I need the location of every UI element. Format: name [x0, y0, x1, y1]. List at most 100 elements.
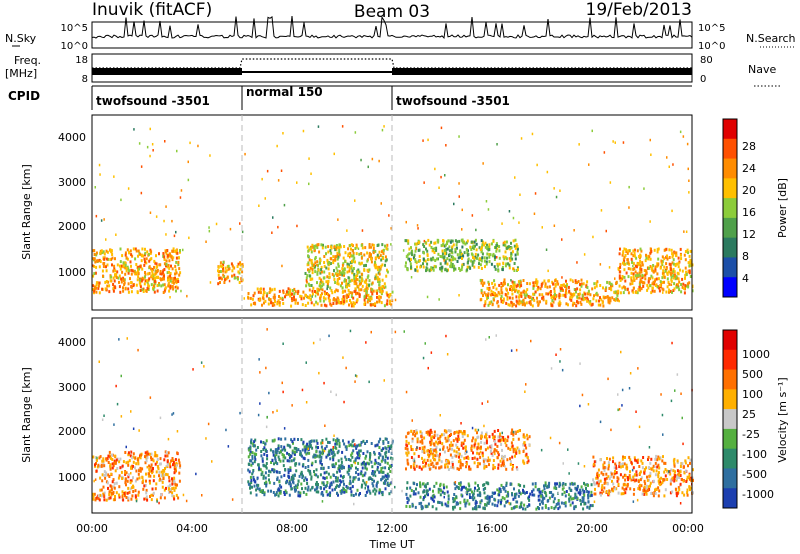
- data-cell: [367, 298, 370, 302]
- data-cell: [643, 187, 645, 190]
- data-cell: [502, 438, 505, 442]
- data-cell: [429, 452, 432, 456]
- data-cell: [455, 454, 458, 458]
- data-cell: [322, 483, 325, 487]
- data-cell: [437, 240, 440, 244]
- data-cell: [503, 497, 506, 501]
- data-cell: [386, 477, 389, 481]
- data-cell: [625, 271, 628, 275]
- data-cell: [474, 438, 477, 442]
- data-cell: [559, 294, 562, 297]
- data-cell: [381, 285, 384, 288]
- data-cell: [627, 261, 630, 265]
- data-cell: [271, 468, 274, 472]
- data-cell: [628, 455, 631, 459]
- data-cell: [358, 295, 361, 298]
- power-cbar-tick-4: 4: [742, 272, 749, 285]
- data-cell: [511, 455, 514, 459]
- data-cell: [347, 276, 350, 280]
- data-cell: [539, 493, 542, 496]
- data-cell: [584, 483, 587, 487]
- data-cell: [293, 446, 296, 450]
- data-cell: [347, 254, 350, 258]
- data-cell: [426, 449, 429, 453]
- data-cell: [600, 491, 603, 495]
- data-cell: [481, 245, 483, 249]
- data-cell: [377, 280, 380, 283]
- data-cell: [559, 189, 561, 192]
- data-cell: [165, 259, 168, 263]
- data-cell: [134, 272, 136, 276]
- data-cell: [468, 488, 471, 492]
- data-cell: [306, 263, 309, 267]
- data-cell: [334, 281, 337, 284]
- data-cell: [565, 490, 568, 493]
- data-cell: [289, 445, 292, 449]
- data-cell: [297, 448, 300, 452]
- data-cell: [554, 282, 557, 286]
- data-cell: [102, 459, 105, 463]
- data-cell: [610, 282, 613, 286]
- data-cell: [507, 435, 510, 439]
- data-cell: [473, 256, 476, 260]
- data-cell: [335, 288, 338, 292]
- data-cell: [619, 291, 622, 295]
- data-cell: [293, 298, 296, 302]
- data-cell: [564, 501, 567, 505]
- data-cell: [304, 304, 307, 307]
- data-cell: [168, 259, 171, 263]
- data-cell: [139, 466, 142, 470]
- data-cell: [343, 482, 345, 486]
- data-cell: [155, 470, 158, 474]
- data-cell: [330, 289, 333, 292]
- data-cell: [251, 472, 254, 476]
- data-cell: [607, 300, 610, 304]
- data-cell: [266, 292, 269, 296]
- data-cell: [92, 497, 95, 501]
- data-cell: [132, 490, 135, 493]
- data-cell: [553, 290, 556, 293]
- data-cell: [602, 304, 605, 308]
- data-cell: [259, 468, 262, 472]
- data-cell: [639, 264, 642, 268]
- data-cell: [159, 270, 162, 273]
- data-cell: [121, 464, 124, 468]
- data-cell: [612, 475, 615, 479]
- data-cell: [260, 489, 263, 493]
- data-cell: [629, 487, 632, 491]
- data-cell: [681, 269, 684, 273]
- data-cell: [247, 296, 250, 300]
- data-cell: [430, 240, 433, 244]
- data-cell: [650, 291, 653, 295]
- data-cell: [337, 493, 339, 497]
- data-cell: [313, 470, 315, 473]
- data-cell: [639, 478, 642, 482]
- data-cell: [386, 481, 389, 485]
- data-cell: [99, 173, 101, 176]
- data-cell: [493, 298, 495, 302]
- data-cell: [492, 459, 495, 462]
- data-cell: [677, 277, 680, 281]
- data-cell: [485, 496, 488, 500]
- data-cell: [370, 295, 373, 299]
- data-cell: [166, 463, 169, 467]
- data-cell: [145, 261, 148, 265]
- data-cell: [276, 144, 278, 148]
- data-cell: [476, 451, 479, 455]
- data-cell: [536, 296, 538, 300]
- data-cell: [172, 460, 175, 464]
- freq-tick-bottom: 8: [82, 74, 88, 85]
- data-cell: [678, 476, 681, 480]
- data-cell: [378, 250, 381, 254]
- data-cell: [159, 457, 162, 461]
- data-cell: [390, 444, 393, 448]
- data-cell: [673, 287, 676, 291]
- data-cell: [156, 454, 159, 458]
- data-cell: [150, 283, 153, 287]
- data-cell: [624, 483, 627, 487]
- data-cell: [544, 505, 547, 509]
- data-cell: [186, 294, 188, 298]
- power-ytick-3000: 3000: [58, 176, 86, 189]
- data-cell: [577, 280, 580, 283]
- data-cell: [640, 268, 643, 272]
